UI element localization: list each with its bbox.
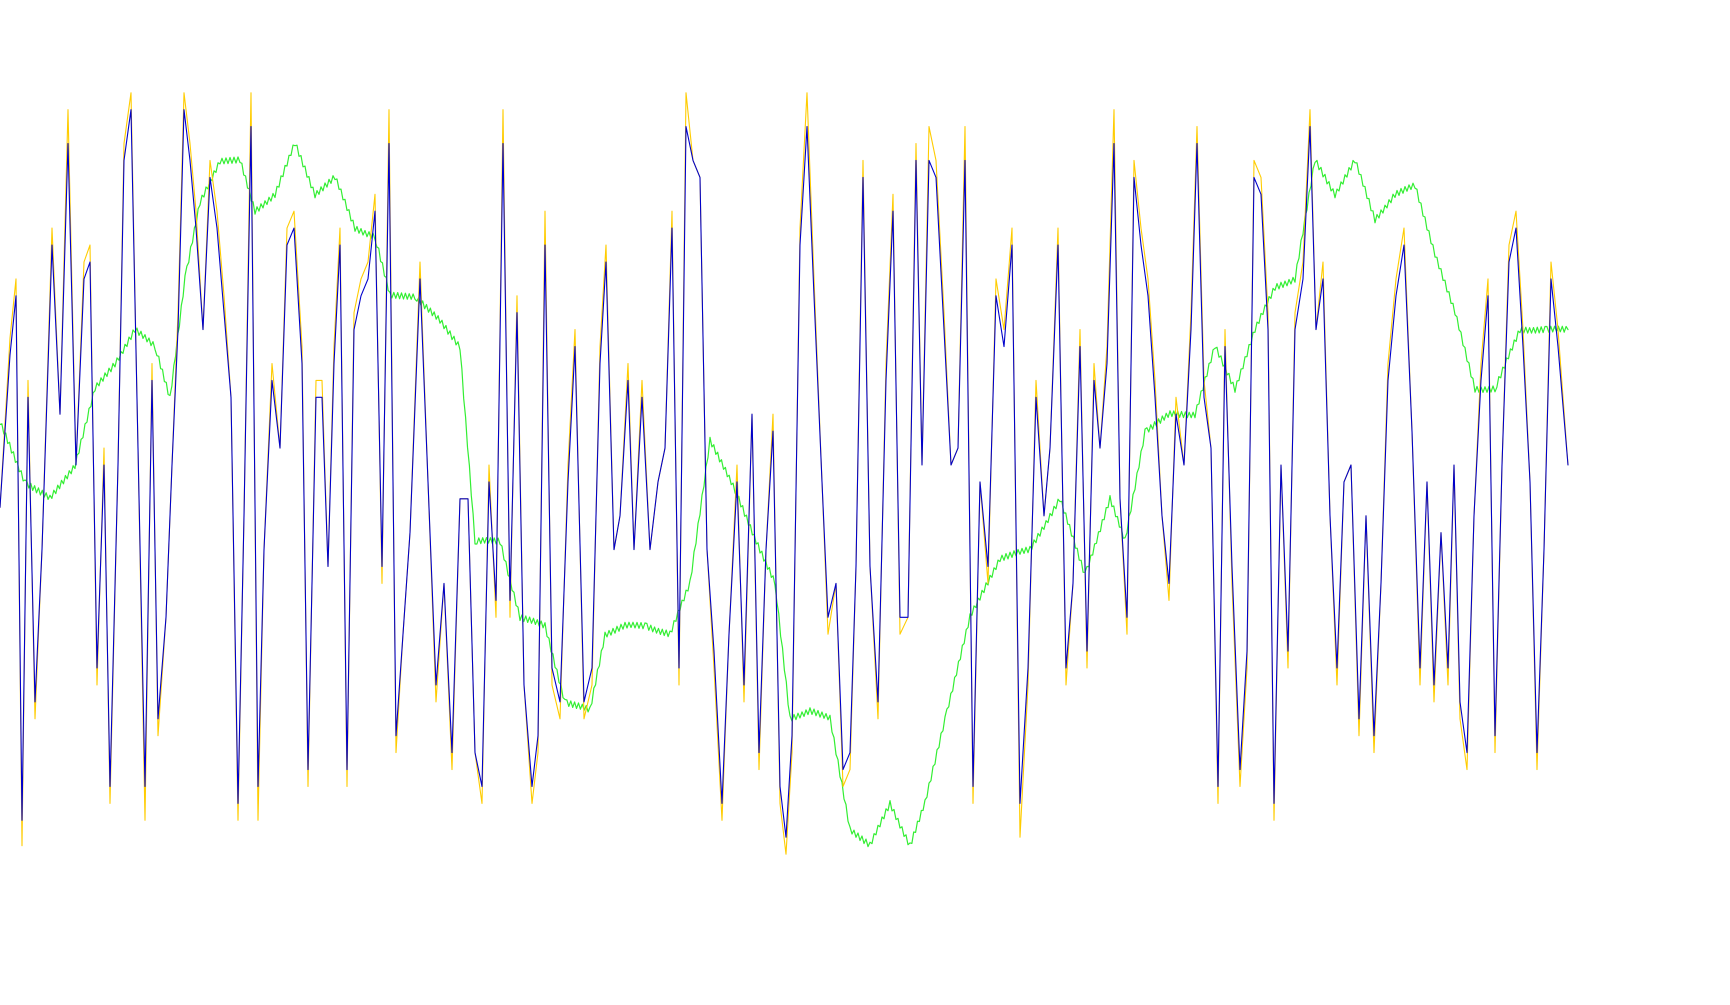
series-line-trend (0, 144, 1569, 848)
series-line-blue (0, 109, 1569, 838)
series-line-yellow (0, 92, 1569, 855)
series-layer (0, 92, 1569, 855)
